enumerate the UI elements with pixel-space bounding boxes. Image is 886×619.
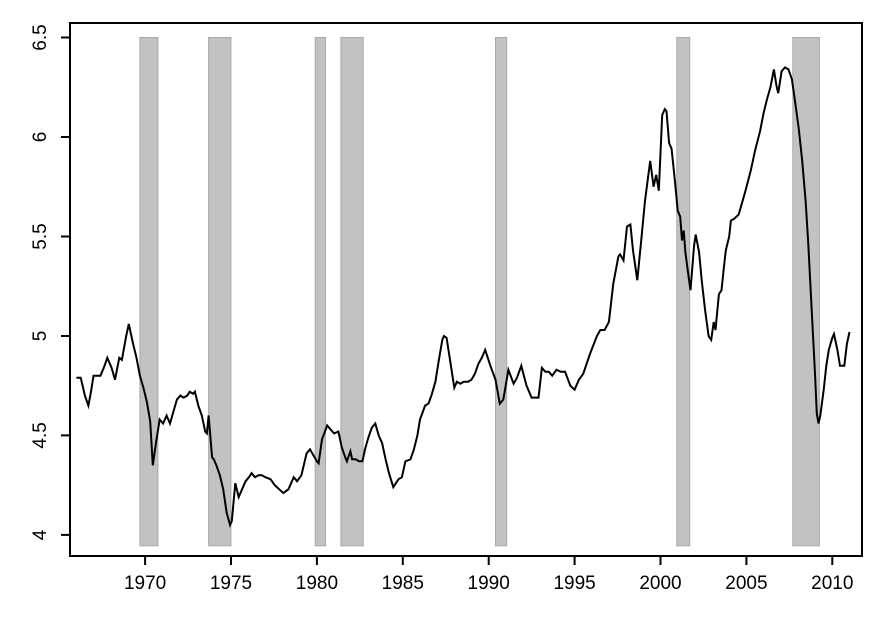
recession-band bbox=[676, 37, 691, 547]
series-line bbox=[76, 66, 851, 529]
x-tick-label: 1990 bbox=[468, 573, 510, 594]
y-tick-label: 5.5 bbox=[30, 223, 51, 249]
y-tick-label: 4.5 bbox=[30, 422, 51, 448]
recession-band bbox=[139, 37, 159, 547]
y-tick-label: 4 bbox=[30, 529, 51, 540]
recession-band bbox=[495, 37, 508, 547]
x-tick-label: 1980 bbox=[296, 573, 338, 594]
plot-border bbox=[69, 22, 863, 557]
y-tick-label: 6 bbox=[30, 132, 51, 143]
y-tick-label: 6.5 bbox=[30, 24, 51, 50]
recession-band bbox=[314, 37, 327, 547]
x-tick-label: 1975 bbox=[210, 573, 252, 594]
recession-band bbox=[340, 37, 364, 547]
y-tick-label: 5 bbox=[30, 331, 51, 342]
x-tick-label: 2010 bbox=[811, 573, 853, 594]
x-tick-label: 1970 bbox=[124, 573, 166, 594]
x-tick-label: 1985 bbox=[382, 573, 424, 594]
x-tick-label: 2005 bbox=[725, 573, 767, 594]
recession-band bbox=[208, 37, 232, 547]
x-tick-label: 1995 bbox=[553, 573, 595, 594]
x-tick-label: 2000 bbox=[639, 573, 681, 594]
